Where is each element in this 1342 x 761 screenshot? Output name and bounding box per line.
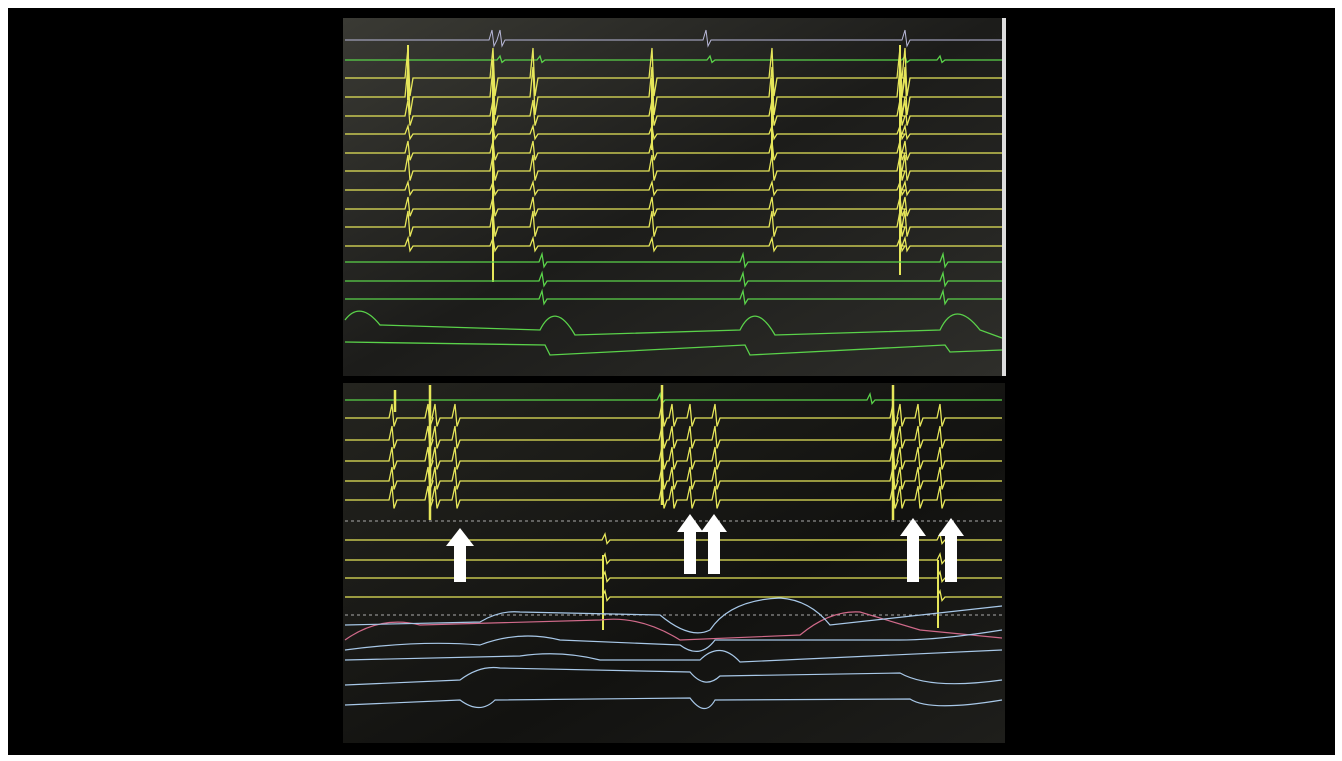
tracing-photo [0,0,1342,761]
panel-edge [1002,18,1006,376]
bottom-panel [343,383,1005,743]
screenshot [0,0,1342,761]
